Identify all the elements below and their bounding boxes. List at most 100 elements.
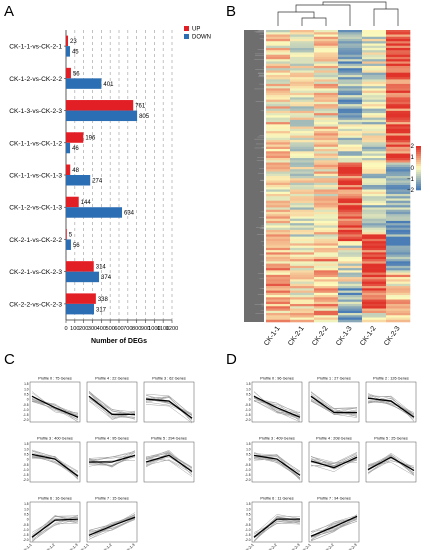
heatmap-cell xyxy=(314,34,339,38)
heatmap-cell xyxy=(386,290,411,294)
profile-x-tick-label: CK-2-1 xyxy=(243,543,254,550)
heatmap-cell xyxy=(362,261,387,264)
heatmap-cell xyxy=(266,198,291,202)
heatmap-cell xyxy=(338,74,363,78)
heatmap-cell xyxy=(338,146,363,150)
heatmap-cell xyxy=(386,265,411,269)
heatmap-cell xyxy=(266,196,291,199)
heatmap-cell xyxy=(266,54,291,58)
heatmap-cell xyxy=(290,200,315,204)
heatmap-cell xyxy=(266,288,291,291)
heatmap-cell xyxy=(338,241,363,244)
heatmap-cell xyxy=(362,200,387,204)
heatmap-cell xyxy=(314,184,339,188)
heatmap-cell xyxy=(362,279,387,282)
profile-title: Profile 3 : 62 Genes xyxy=(152,377,186,381)
heatmap-cell xyxy=(338,117,363,121)
heatmap-cell xyxy=(386,232,411,235)
profile-x-tick-label: CK-2-2 xyxy=(266,543,277,550)
heatmap-cell xyxy=(386,216,411,219)
heatmap-cell xyxy=(338,68,363,71)
heatmap-cell xyxy=(266,133,291,136)
heatmap-cell xyxy=(266,301,291,305)
heatmap-cell xyxy=(314,187,339,190)
heatmap-cell xyxy=(290,196,315,199)
x-tick-label: 500 xyxy=(105,326,114,332)
heatmap-cell xyxy=(338,211,363,215)
heatmap-cell xyxy=(290,34,315,38)
heatmap-cell xyxy=(362,227,387,231)
bar-up xyxy=(66,293,96,304)
profile-x-tick-label: CK-2-1 xyxy=(300,543,311,550)
heatmap-cell xyxy=(266,238,291,242)
heatmap-cell xyxy=(386,317,411,321)
heatmap-cell xyxy=(266,299,291,303)
heatmap-cell xyxy=(266,45,291,49)
profile-title: Profile 3 : 409 Genes xyxy=(259,437,295,441)
profile-gene-trace xyxy=(310,515,358,541)
profile-gene-trace xyxy=(367,454,415,471)
heatmap-cell xyxy=(290,310,315,314)
heatmap-cell xyxy=(290,288,315,291)
heatmap-cell xyxy=(290,301,315,305)
heatmap-cell xyxy=(362,79,387,82)
heatmap-cell xyxy=(386,176,411,179)
heatmap-cell xyxy=(338,99,363,103)
heatmap-cell xyxy=(266,88,291,91)
heatmap-cell xyxy=(290,151,315,154)
profile-gene-trace xyxy=(145,452,193,469)
heatmap-cell xyxy=(338,92,363,96)
profile-mean-trace xyxy=(367,456,415,472)
heatmap-cell xyxy=(266,283,291,287)
heatmap-cell xyxy=(290,92,315,96)
heatmap-cell xyxy=(266,184,291,188)
deg-bar-chart: 0 100 200 300 400 500 600 700 800 900100011001200… xyxy=(9,26,211,345)
heatmap-cell xyxy=(386,319,411,323)
profile-y-tick-label: -0.5 xyxy=(23,463,29,467)
profile-y-tick-label: 0.5 xyxy=(246,392,251,396)
heatmap-cell xyxy=(386,211,411,215)
heatmap-cell xyxy=(386,254,411,258)
heatmap-cell xyxy=(314,214,339,217)
heatmap-cell xyxy=(362,151,387,154)
color-scale-label: 0 xyxy=(411,165,415,172)
color-scale-step xyxy=(416,146,421,149)
heatmap-cell xyxy=(362,126,387,130)
heatmap-cell xyxy=(314,171,339,175)
heatmap-cell xyxy=(314,234,339,237)
heatmap-cell xyxy=(314,176,339,179)
heatmap-cell xyxy=(362,72,387,76)
profile-gene-trace xyxy=(88,392,136,413)
heatmap-cell xyxy=(338,200,363,204)
profile-gene-trace xyxy=(310,519,358,541)
heatmap-cell xyxy=(362,209,387,213)
heatmap-cell xyxy=(314,88,339,91)
profile-x-tick-label: CK-1-3 xyxy=(124,543,135,550)
profile-gene-trace xyxy=(253,457,301,473)
heatmap-cell xyxy=(386,155,411,159)
heatmap-cell xyxy=(314,30,339,33)
color-scale-step xyxy=(416,176,421,179)
category-label: CK-1-2-vs-CK-1-3 xyxy=(9,205,62,212)
heatmap-cell xyxy=(266,297,291,300)
heatmap-cell xyxy=(266,106,291,109)
heatmap-cell xyxy=(290,135,315,139)
heatmap-cell xyxy=(314,119,339,123)
heatmap-cell xyxy=(386,95,411,98)
heatmap-cell xyxy=(338,101,363,105)
heatmap-cell xyxy=(386,301,411,305)
heatmap-cell xyxy=(362,36,387,40)
heatmap-cell xyxy=(290,283,315,287)
heatmap-cell xyxy=(290,180,315,184)
heatmap-cell xyxy=(314,299,339,303)
profile-title: Profile 4 : 22 Genes xyxy=(95,377,129,381)
heatmap-cell xyxy=(290,299,315,303)
heatmap-cell xyxy=(362,133,387,136)
x-tick-label: 1200 xyxy=(166,326,178,332)
heatmap-cell xyxy=(290,198,315,202)
heatmap-cell xyxy=(290,319,315,323)
heatmap-cell xyxy=(338,279,363,282)
heatmap-cell xyxy=(362,149,387,152)
heatmap-cell xyxy=(266,214,291,217)
heatmap-cell xyxy=(362,45,387,49)
